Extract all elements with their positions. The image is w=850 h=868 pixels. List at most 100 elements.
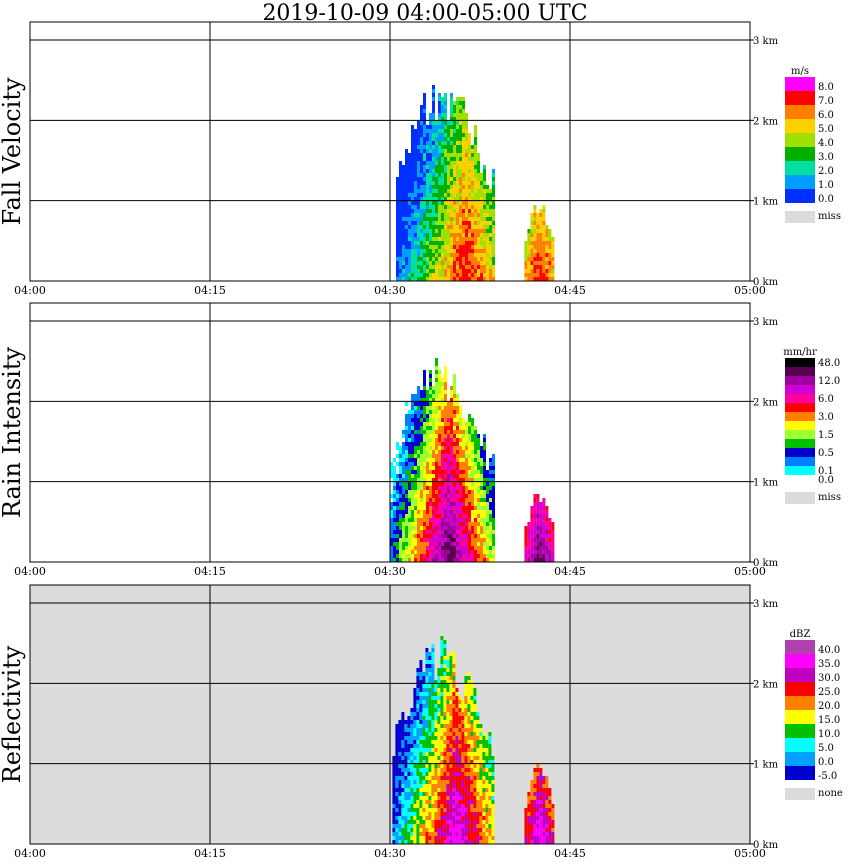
echo-cell (432, 245, 435, 249)
echo-cell (450, 534, 453, 538)
echo-cell (456, 430, 459, 434)
echo-cell (426, 430, 429, 434)
echo-cell (447, 482, 450, 486)
echo-cell (434, 700, 438, 704)
echo-cell (551, 522, 555, 526)
echo-cell (464, 760, 468, 764)
echo-cell (524, 269, 528, 273)
echo-cell (422, 780, 426, 784)
colorbar-swatch (785, 367, 815, 376)
echo-cell (471, 145, 474, 149)
echo-cell (438, 109, 441, 113)
echo-cell (453, 121, 456, 125)
echo-cell (438, 378, 441, 382)
echo-cell (434, 720, 438, 724)
echo-cell (536, 498, 540, 502)
echo-cell (423, 129, 426, 133)
colorbar-label: 30.0 (818, 673, 840, 684)
echo-cell (453, 237, 456, 241)
echo-cell (486, 189, 489, 193)
echo-cell (435, 217, 438, 221)
echo-cell (486, 201, 489, 205)
echo-cell (458, 760, 462, 764)
echo-cell (396, 494, 399, 498)
echo-cell (408, 434, 411, 438)
echo-cell (471, 438, 474, 442)
echo-cell (414, 394, 417, 398)
echo-cell (420, 390, 423, 394)
echo-cell (432, 125, 435, 129)
echo-cell (524, 241, 528, 245)
echo-cell (419, 676, 423, 680)
echo-cell (417, 494, 420, 498)
echo-cell (405, 434, 408, 438)
echo-cell (548, 542, 552, 546)
echo-cell (536, 526, 540, 530)
echo-cell (432, 253, 435, 257)
echo-cell (446, 660, 450, 664)
echo-cell (411, 426, 414, 430)
echo-cell (434, 724, 438, 728)
echo-cell (429, 221, 432, 225)
echo-cell (414, 450, 417, 454)
echo-cell (468, 550, 471, 554)
echo-cell (431, 804, 435, 808)
echo-cell (437, 824, 441, 828)
echo-cell (446, 712, 450, 716)
echo-cell (536, 229, 540, 233)
echo-cell (551, 253, 555, 257)
echo-cell (401, 804, 405, 808)
echo-cell (423, 382, 426, 386)
echo-cell (536, 217, 540, 221)
echo-cell (441, 109, 444, 113)
echo-cell (401, 784, 405, 788)
echo-cell (477, 434, 480, 438)
echo-cell (461, 808, 465, 812)
echo-cell (539, 522, 543, 526)
echo-cell (536, 546, 540, 550)
echo-cell (450, 265, 453, 269)
echo-cell (408, 502, 411, 506)
echo-cell (491, 828, 495, 832)
colorbar-swatch (785, 91, 815, 105)
echo-cell (533, 828, 537, 832)
echo-cell (405, 554, 408, 558)
echo-cell (428, 776, 432, 780)
echo-cell (408, 558, 411, 562)
echo-cell (530, 277, 534, 281)
echo-cell (423, 454, 426, 458)
echo-cell (413, 692, 417, 696)
echo-cell (417, 486, 420, 490)
echo-cell (539, 506, 543, 510)
echo-cell (452, 828, 456, 832)
echo-cell (456, 221, 459, 225)
echo-cell (432, 89, 435, 93)
echo-cell (462, 462, 465, 466)
echo-cell (401, 760, 405, 764)
echo-cell (401, 724, 405, 728)
echo-cell (396, 201, 399, 205)
echo-cell (431, 680, 435, 684)
echo-cell (447, 201, 450, 205)
echo-cell (402, 277, 405, 281)
echo-cell (474, 490, 477, 494)
echo-cell (432, 197, 435, 201)
echo-cell (443, 772, 447, 776)
echo-cell (434, 704, 438, 708)
echo-cell (438, 414, 441, 418)
echo-cell (438, 153, 441, 157)
colorbar-label: 0.1 (818, 466, 834, 477)
echo-cell (434, 808, 438, 812)
echo-cell (435, 177, 438, 181)
echo-cell (447, 245, 450, 249)
echo-cell (455, 720, 459, 724)
echo-cell (524, 245, 528, 249)
echo-cell (405, 522, 408, 526)
echo-cell (524, 265, 528, 269)
echo-cell (411, 506, 414, 510)
echo-cell (429, 233, 432, 237)
echo-cell (440, 748, 444, 752)
echo-cell (459, 450, 462, 454)
echo-cell (435, 466, 438, 470)
